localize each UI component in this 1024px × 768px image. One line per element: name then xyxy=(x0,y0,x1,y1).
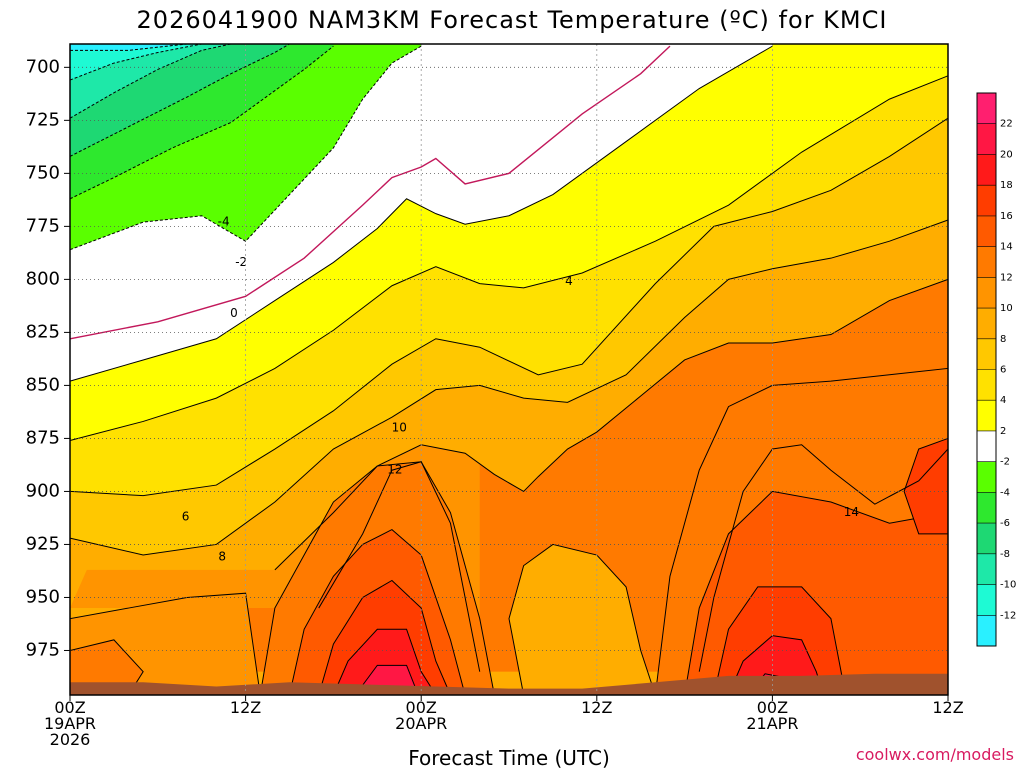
colorbar-bin-16 xyxy=(977,185,996,216)
y-tick-label-950: 950 xyxy=(26,586,60,607)
colorbar-bin--14 xyxy=(977,615,996,646)
colorbar-label-4: 4 xyxy=(1000,395,1006,406)
y-tick-label-875: 875 xyxy=(26,427,60,448)
colorbar-label--12: -12 xyxy=(1000,610,1016,621)
x-tick-label-24-0: 00Z xyxy=(406,698,437,717)
isotherm-8 xyxy=(69,219,949,556)
y-tick-label-925: 925 xyxy=(26,533,60,554)
credit-text: coolwx.com/models xyxy=(856,745,1014,764)
colorbar-label-10: 10 xyxy=(1000,303,1013,314)
colorbar-bin--10 xyxy=(977,553,996,585)
y-tick-label-775: 775 xyxy=(26,215,60,236)
isotherm-label--4: -4 xyxy=(218,215,230,229)
y-tick-label-700: 700 xyxy=(26,56,60,77)
isotherm-12 xyxy=(318,461,481,672)
y-tick-label-900: 900 xyxy=(26,480,60,501)
colorbar-bin-12 xyxy=(977,246,996,278)
colorbar-label-14: 14 xyxy=(1000,242,1013,253)
colorbar-label-6: 6 xyxy=(1000,365,1006,376)
colorbar-bin-20 xyxy=(977,123,996,155)
isotherm-label-10: 10 xyxy=(392,420,407,434)
x-axis-label: Forecast Time (UTC) xyxy=(408,746,610,768)
colorbar-label-8: 8 xyxy=(1000,334,1006,345)
colorbar-label--6: -6 xyxy=(1000,518,1010,529)
x-tick-label-48-1: 21APR xyxy=(746,714,798,733)
chart-title: 2026041900 NAM3KM Forecast Temperature (… xyxy=(137,6,888,34)
plot-area: -4 -2 0 4 6 8 10 12 14 xyxy=(69,43,949,696)
colorbar-label--4: -4 xyxy=(1000,487,1010,498)
y-tick-label-800: 800 xyxy=(26,268,60,289)
isotherm--6 xyxy=(69,43,290,157)
colorbar-label-12: 12 xyxy=(1000,272,1013,283)
colorbar-bin--8 xyxy=(977,523,996,554)
band-below--12 xyxy=(70,44,188,51)
colorbar-bin-22 xyxy=(977,93,996,124)
x-tick-label-0-1: 19APR xyxy=(44,714,96,733)
plot-frame xyxy=(69,43,949,696)
colorbar-bin-14 xyxy=(977,215,996,247)
ground-terrain xyxy=(70,673,948,695)
colorbar-bin--2 xyxy=(977,430,996,462)
y-tick-label-975: 975 xyxy=(26,639,60,660)
isotherm-label-0: 0 xyxy=(230,306,238,320)
isotherm-0 xyxy=(69,45,671,340)
colorbar-label--10: -10 xyxy=(1000,580,1016,591)
isotherm-label-8: 8 xyxy=(218,550,226,564)
colorbar-label--2: -2 xyxy=(1000,457,1010,468)
isotherm-label-12: 12 xyxy=(387,463,402,477)
x-tick-label-36-0: 12Z xyxy=(581,698,612,717)
x-tick-label-48-0: 00Z xyxy=(757,698,788,717)
isotherm-14 xyxy=(698,444,949,672)
y-tick-label-825: 825 xyxy=(26,321,60,342)
colorbar-bin-2 xyxy=(977,400,996,431)
colorbar-bin--12 xyxy=(977,584,996,616)
isotherm-label--2: -2 xyxy=(235,255,247,269)
x-tick-label-60-0: 12Z xyxy=(932,698,963,717)
colorbar-label-16: 16 xyxy=(1000,211,1013,222)
isotherm--8 xyxy=(69,43,232,119)
colorbar-label-2: 2 xyxy=(1000,426,1006,437)
colorbar-bin-4 xyxy=(977,369,996,401)
colorbar-label-18: 18 xyxy=(1000,180,1013,191)
colorbar-bin--4 xyxy=(977,461,996,493)
isotherm-4 xyxy=(69,75,949,442)
y-tick-label-850: 850 xyxy=(26,374,60,395)
band-below--10 xyxy=(70,44,202,81)
y-tick-label-750: 750 xyxy=(26,162,60,183)
isotherm-10 xyxy=(274,278,949,571)
colorbar-label-22: 22 xyxy=(1000,119,1013,130)
isotherm-label-6: 6 xyxy=(182,509,190,523)
x-tick-label-0-0: 00Z xyxy=(54,698,85,717)
colorbar-bin-18 xyxy=(977,154,996,186)
colorbar-bin-8 xyxy=(977,308,996,339)
colorbar-bin-6 xyxy=(977,338,996,370)
x-tick-label-0-2: 2026 xyxy=(50,730,91,749)
isotherm--12 xyxy=(70,43,188,51)
colorbar-label--8: -8 xyxy=(1000,549,1010,560)
isotherm-label-4: 4 xyxy=(565,274,573,288)
isotherm-6 xyxy=(69,117,949,497)
colorbar-bin--6 xyxy=(977,492,996,524)
colorbar-label-20: 20 xyxy=(1000,149,1013,160)
y-tick-label-725: 725 xyxy=(26,109,60,130)
x-tick-label-12-0: 12Z xyxy=(230,698,261,717)
x-tick-label-24-1: 20APR xyxy=(395,714,447,733)
isotherm--2 xyxy=(69,45,422,251)
colorbar-bin-10 xyxy=(977,277,996,309)
isotherm-label-14: 14 xyxy=(844,505,859,519)
